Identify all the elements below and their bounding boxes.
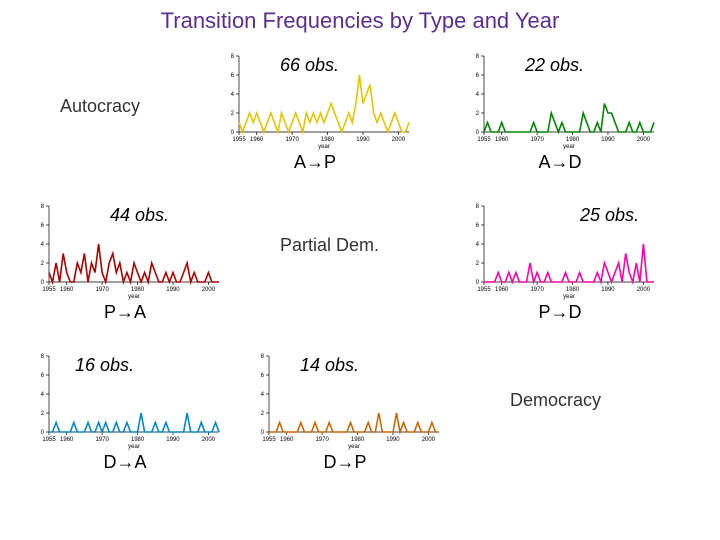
chart-label-ap: A→P [215, 152, 415, 173]
svg-text:1955: 1955 [262, 437, 276, 443]
svg-text:1970: 1970 [285, 137, 299, 143]
svg-text:2: 2 [231, 111, 235, 117]
row-label-partial: Partial Dem. [280, 235, 379, 256]
svg-text:6: 6 [41, 223, 45, 229]
svg-text:1980: 1980 [131, 437, 145, 443]
row-label-autocracy: Autocracy [60, 96, 140, 117]
svg-text:year: year [563, 294, 575, 300]
svg-text:6: 6 [41, 373, 45, 379]
svg-text:8: 8 [476, 54, 480, 60]
svg-text:4: 4 [41, 242, 45, 248]
svg-text:1990: 1990 [601, 137, 615, 143]
chart-line-pd [484, 244, 654, 282]
svg-text:2000: 2000 [637, 287, 651, 293]
chart-ap: 0 2 4 6 8 1955 1960 1970 1980 1990 2000 year [215, 50, 415, 150]
svg-text:1980: 1980 [131, 287, 145, 293]
svg-text:2: 2 [261, 411, 265, 417]
svg-text:8: 8 [476, 204, 480, 210]
chart-label-dp: D→P [245, 452, 445, 473]
svg-text:0: 0 [476, 130, 480, 136]
chart-line-ad [484, 104, 654, 133]
row-label-democracy: Democracy [510, 390, 601, 411]
svg-text:4: 4 [476, 92, 480, 98]
svg-text:1990: 1990 [166, 287, 180, 293]
svg-text:0: 0 [476, 280, 480, 286]
svg-text:0: 0 [261, 430, 265, 436]
svg-text:2: 2 [41, 261, 45, 267]
svg-text:1970: 1970 [315, 437, 329, 443]
svg-text:0: 0 [231, 130, 235, 136]
svg-text:2000: 2000 [637, 137, 651, 143]
chart-dp: 0 2 4 6 8 1955 1960 1970 1980 1990 2000 year [245, 350, 445, 450]
chart-line-da [49, 413, 219, 432]
chart-label-da: D→A [25, 452, 225, 473]
chart-ad: 0 2 4 6 8 1955 1960 1970 1980 1990 2000 year [460, 50, 660, 150]
svg-text:1980: 1980 [566, 287, 580, 293]
svg-text:1955: 1955 [42, 437, 56, 443]
svg-text:4: 4 [476, 242, 480, 248]
svg-text:8: 8 [261, 354, 265, 360]
svg-text:8: 8 [41, 354, 45, 360]
svg-text:year: year [348, 444, 360, 450]
svg-text:1970: 1970 [95, 287, 109, 293]
svg-text:8: 8 [41, 204, 45, 210]
svg-text:6: 6 [476, 73, 480, 79]
svg-text:1980: 1980 [321, 137, 335, 143]
svg-text:6: 6 [261, 373, 265, 379]
chart-label-pa: P→A [25, 302, 225, 323]
page-title: Transition Frequencies by Type and Year [0, 8, 720, 34]
svg-text:2000: 2000 [392, 137, 406, 143]
svg-text:1955: 1955 [42, 287, 56, 293]
chart-da: 0 2 4 6 8 1955 1960 1970 1980 1990 2000 year [25, 350, 225, 450]
svg-text:1960: 1960 [250, 137, 264, 143]
chart-line-dp [269, 413, 439, 432]
svg-text:1970: 1970 [530, 287, 544, 293]
svg-text:2: 2 [476, 261, 480, 267]
svg-text:1990: 1990 [356, 137, 370, 143]
svg-text:1990: 1990 [601, 287, 615, 293]
chart-pa: 0 2 4 6 8 1955 1960 1970 1980 1990 2000 year [25, 200, 225, 300]
svg-text:1955: 1955 [477, 287, 491, 293]
chart-line-ap [239, 75, 409, 132]
svg-text:year: year [318, 144, 330, 150]
svg-text:4: 4 [261, 392, 265, 398]
svg-text:1960: 1960 [495, 287, 509, 293]
svg-text:1970: 1970 [95, 437, 109, 443]
svg-text:0: 0 [41, 430, 45, 436]
svg-text:6: 6 [231, 73, 235, 79]
svg-text:1970: 1970 [530, 137, 544, 143]
svg-text:0: 0 [41, 280, 45, 286]
chart-label-ad: A→D [460, 152, 660, 173]
svg-text:4: 4 [41, 392, 45, 398]
svg-text:year: year [128, 444, 140, 450]
svg-text:6: 6 [476, 223, 480, 229]
chart-line-pa [49, 244, 219, 282]
svg-text:2000: 2000 [422, 437, 436, 443]
svg-text:2: 2 [41, 411, 45, 417]
svg-text:1960: 1960 [495, 137, 509, 143]
svg-text:4: 4 [231, 92, 235, 98]
svg-text:8: 8 [231, 54, 235, 60]
svg-text:year: year [128, 294, 140, 300]
svg-text:1990: 1990 [386, 437, 400, 443]
svg-text:year: year [563, 144, 575, 150]
svg-text:1960: 1960 [60, 287, 74, 293]
svg-text:2000: 2000 [202, 437, 216, 443]
chart-label-pd: P→D [460, 302, 660, 323]
svg-text:2000: 2000 [202, 287, 216, 293]
svg-text:1980: 1980 [351, 437, 365, 443]
svg-text:1990: 1990 [166, 437, 180, 443]
svg-text:1980: 1980 [566, 137, 580, 143]
svg-text:2: 2 [476, 111, 480, 117]
svg-text:1960: 1960 [280, 437, 294, 443]
svg-text:1955: 1955 [477, 137, 491, 143]
svg-text:1960: 1960 [60, 437, 74, 443]
svg-text:1955: 1955 [232, 137, 246, 143]
chart-pd: 0 2 4 6 8 1955 1960 1970 1980 1990 2000 year [460, 200, 660, 300]
